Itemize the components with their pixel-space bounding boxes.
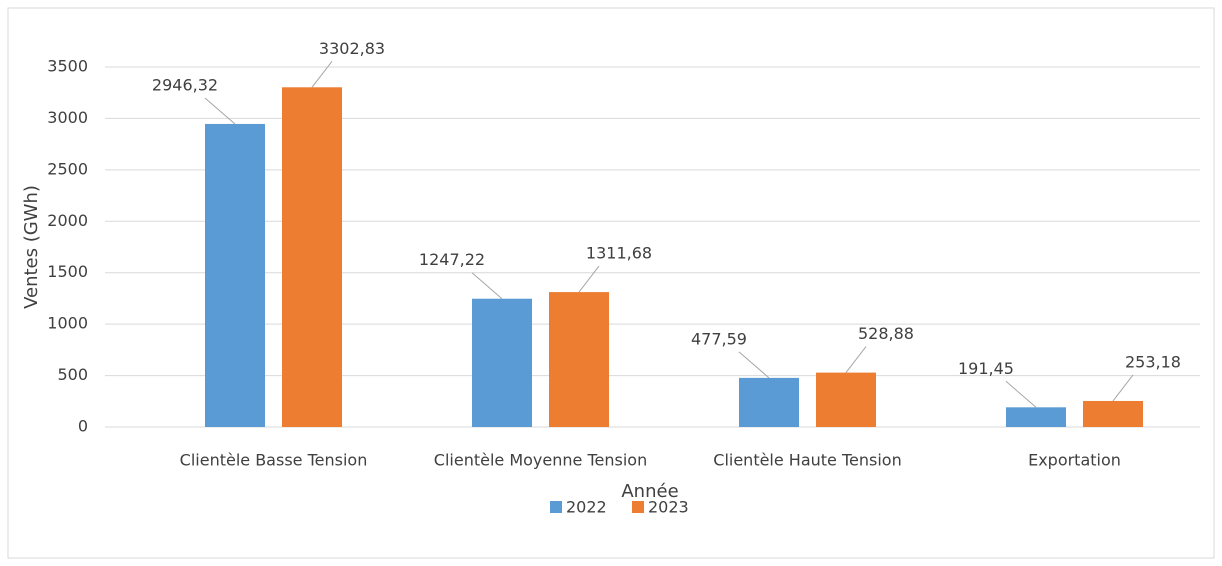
bar [282, 87, 342, 428]
bar [1006, 407, 1066, 427]
y-tick-label: 3500 [47, 57, 88, 76]
data-label: 3302,83 [319, 39, 385, 58]
data-label: 1311,68 [586, 244, 652, 263]
data-label: 191,45 [958, 359, 1014, 378]
data-label: 477,59 [691, 329, 747, 348]
x-tick-label: Exportation [1028, 451, 1121, 470]
data-label: 1247,22 [419, 250, 485, 269]
x-tick-label: Clientèle Basse Tension [180, 451, 368, 470]
bar [816, 372, 876, 427]
x-axis-title: Année [621, 481, 678, 502]
legend-swatch [550, 501, 562, 513]
leader-line [204, 97, 236, 125]
bar [472, 298, 532, 427]
data-label: 528,88 [858, 324, 914, 343]
y-tick-label: 0 [78, 417, 88, 436]
leader-line [738, 351, 770, 379]
data-label: 2946,32 [152, 75, 218, 94]
bar [205, 123, 265, 427]
leader-line [1112, 374, 1134, 402]
y-tick-label: 3000 [47, 108, 88, 127]
leader-line [471, 272, 503, 300]
bar [1083, 400, 1143, 427]
leader-line [578, 265, 600, 293]
bar [549, 292, 609, 427]
legend-swatch [632, 501, 644, 513]
x-tick-label: Clientèle Moyenne Tension [434, 451, 647, 470]
leader-line [311, 60, 333, 88]
legend-label: 2022 [566, 498, 607, 517]
legend-label: 2023 [648, 498, 689, 517]
y-tick-label: 1000 [47, 314, 88, 333]
data-label: 253,18 [1125, 352, 1181, 371]
y-tick-label: 2000 [47, 211, 88, 230]
bar [739, 377, 799, 427]
x-tick-label: Clientèle Haute Tension [713, 451, 901, 470]
leader-line [1005, 380, 1037, 408]
y-tick-label: 1500 [47, 262, 88, 281]
y-tick-label: 500 [57, 365, 88, 384]
leader-line [845, 346, 867, 373]
y-axis-title: Ventes (GWh) [21, 185, 42, 309]
y-tick-label: 2500 [47, 159, 88, 178]
